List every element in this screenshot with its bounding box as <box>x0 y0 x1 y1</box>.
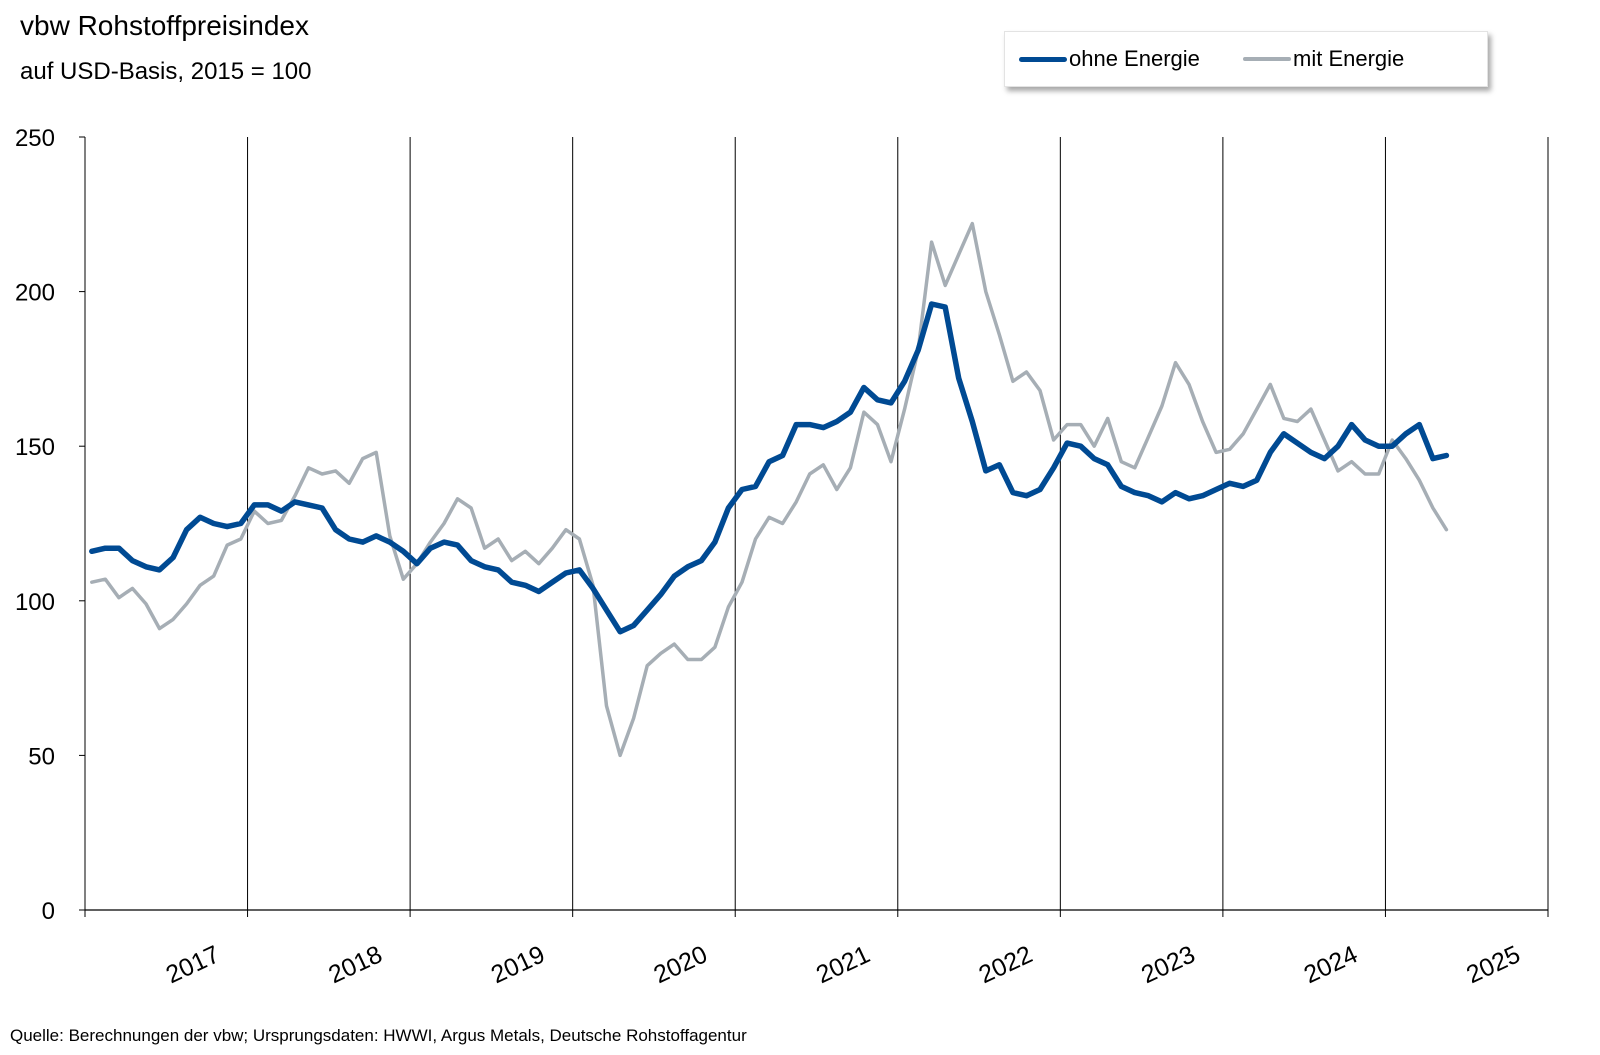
y-tick-label: 0 <box>42 898 55 925</box>
chart-title: vbw Rohstoffpreisindex <box>20 10 309 41</box>
x-tick-label: 2020 <box>649 940 711 989</box>
legend-item-mit-energie: mit Energie <box>1243 32 1404 86</box>
series-line-mit-energie <box>90 221 1449 758</box>
chart-legend: ohne Energie mit Energie <box>1004 31 1488 87</box>
legend-swatch-mit-energie <box>1243 57 1291 61</box>
source-note: Quelle: Berechnungen der vbw; Ursprungsd… <box>10 1026 747 1045</box>
series-line-ohne-energie <box>89 301 1450 635</box>
x-tick-label: 2018 <box>324 940 386 989</box>
legend-item-ohne-energie: ohne Energie <box>1019 32 1200 86</box>
y-tick-label: 150 <box>15 434 55 461</box>
legend-label-ohne-energie: ohne Energie <box>1069 46 1200 71</box>
x-tick-label: 2017 <box>162 940 224 989</box>
y-tick-label: 200 <box>15 280 55 307</box>
legend-swatch-ohne-energie <box>1019 56 1067 62</box>
line-chart: 0 50 100 150 200 250 2017 2018 2019 2020 2021 2022 2… <box>15 125 1549 989</box>
x-tick-label: 2025 <box>1462 940 1524 989</box>
x-tick-label: 2024 <box>1300 940 1362 989</box>
x-tick-label: 2021 <box>812 940 874 989</box>
x-tick-label: 2022 <box>975 940 1037 989</box>
y-tick-label: 100 <box>15 589 55 616</box>
chart-subtitle: auf USD-Basis, 2015 = 100 <box>20 58 312 85</box>
x-tick-label: 2019 <box>487 940 549 989</box>
x-tick-label: 2023 <box>1137 940 1199 989</box>
y-tick-label: 250 <box>15 125 55 152</box>
legend-label-mit-energie: mit Energie <box>1293 46 1405 71</box>
y-tick-label: 50 <box>28 743 55 770</box>
